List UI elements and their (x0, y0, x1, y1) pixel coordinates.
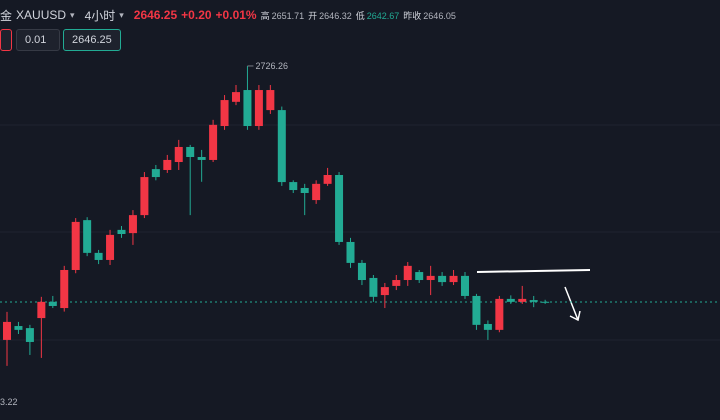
candle-body (461, 275, 469, 296)
candle-body (529, 300, 538, 302)
candle-body (174, 146, 183, 163)
quantity[interactable]: 0.01 (16, 29, 60, 51)
stat-label: 高 (260, 10, 270, 21)
candle-body (335, 174, 344, 242)
candle-body (415, 272, 424, 281)
change: +0.20 (181, 8, 212, 22)
candle-body (117, 229, 126, 234)
dropdown[interactable]: ▾ (119, 9, 124, 20)
stat-value: 2642.67 (366, 10, 400, 21)
symbol-prefix: 金 (0, 8, 13, 23)
candle-body (369, 277, 378, 297)
candle-body (209, 124, 218, 160)
candle-body (128, 215, 137, 234)
candle-body (472, 295, 481, 325)
candle-body (60, 269, 69, 309)
candle-body (323, 174, 332, 184)
low-label: 3.22 (0, 397, 18, 407)
stat-value: 2646.05 (423, 10, 456, 21)
stat-value: 2651.71 (271, 10, 305, 21)
symbol[interactable]: XAUUSD (16, 8, 67, 22)
candle-body (163, 159, 172, 170)
candle-body (426, 275, 435, 281)
candle-body (186, 146, 195, 158)
candle-body (151, 169, 160, 178)
candle-body (483, 323, 492, 330)
stat-label: 开 (308, 10, 318, 21)
candle-body (83, 220, 92, 253)
candle-body (380, 287, 389, 296)
header: 金 XAUUSD ▾ 4小时 ▾ 2646.25 +0.20 +0.01% 高 265… (0, 0, 464, 30)
candle-body (541, 301, 550, 303)
stat-label: 低 (355, 10, 365, 21)
stats: 高 2651.71 开 2646.32 低 2642.67 昨收 2646.05 (261, 9, 460, 22)
candle-body (14, 326, 23, 330)
candle-body (506, 298, 515, 302)
candle-body (266, 90, 275, 111)
dropdown[interactable]: ▾ (70, 9, 75, 20)
candle-body (254, 90, 263, 127)
drawn-line (476, 269, 591, 273)
candle-body (106, 234, 115, 260)
candle-body (289, 182, 298, 191)
sell-button[interactable] (0, 29, 12, 51)
interval[interactable]: 4小时 (84, 8, 116, 23)
candle-body (346, 241, 355, 263)
candle-body (495, 298, 504, 330)
candle-body (438, 275, 447, 283)
candle-body (94, 252, 103, 260)
change-pct: +0.01% (215, 8, 257, 22)
candle-body (403, 265, 412, 281)
buy-button[interactable]: 2646.25 (63, 29, 121, 51)
candle-body (357, 262, 366, 281)
high-label: 2726.26 (255, 61, 288, 71)
candle-body (3, 321, 11, 340)
stat-label: 昨收 (403, 10, 422, 21)
price: 2646.25 (133, 8, 178, 22)
candle-body (197, 157, 206, 160)
candle-body (449, 275, 458, 283)
candle-body (48, 301, 57, 306)
candle-body (243, 90, 252, 127)
candle-body (277, 110, 286, 183)
candle-body (71, 221, 80, 270)
candle-body (25, 328, 34, 342)
candle-body (232, 92, 240, 102)
candle-body (312, 183, 321, 201)
candle-body (300, 187, 309, 193)
candle-body (392, 280, 401, 286)
drawn-arrow (564, 286, 581, 322)
candle-body (37, 301, 46, 319)
candle-body (220, 100, 229, 127)
candle-body (140, 177, 149, 216)
candle-body (518, 298, 527, 302)
stat-value: 2646.32 (319, 10, 352, 21)
